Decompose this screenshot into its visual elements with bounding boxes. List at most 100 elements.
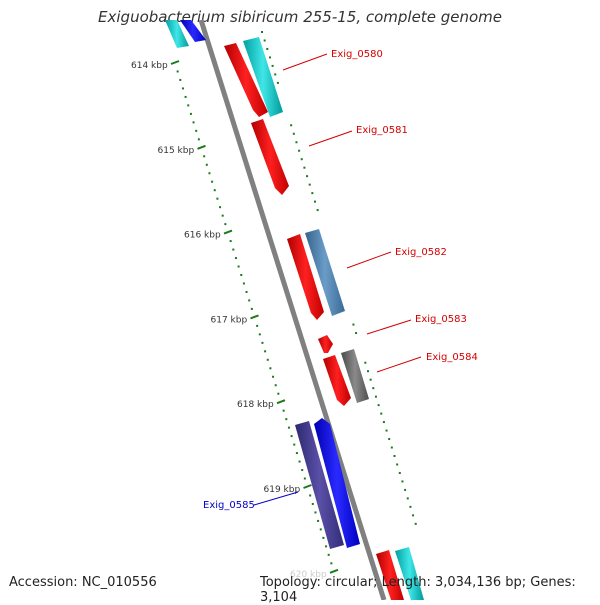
tick-mark-minor: [309, 494, 312, 497]
tick-label: 619 kbp: [264, 485, 301, 495]
tick-mark-minor: [211, 180, 214, 183]
tick-mark-minor: [316, 209, 319, 212]
tick-mark-minor: [398, 471, 401, 474]
gene-label-exig-0582[interactable]: Exig_0582: [395, 247, 447, 258]
tick-mark-minor: [240, 274, 243, 276]
tick-mark-minor: [261, 341, 264, 344]
tick-mark-major: [329, 568, 339, 574]
tick-mark-minor: [382, 421, 385, 424]
tick-mark-minor: [276, 81, 279, 84]
tick-mark-minor: [263, 39, 266, 42]
tick-mark-minor: [232, 248, 235, 251]
tick-mark-minor: [266, 47, 269, 50]
gene-bottom-red: [376, 550, 404, 600]
tick-mark-minor: [388, 438, 391, 441]
tick-mark-minor: [245, 290, 248, 293]
gene-exig-0584-gray: [341, 349, 369, 403]
tick-mark-minor: [287, 426, 290, 429]
tick-mark-minor: [311, 192, 314, 195]
tick-mark-minor: [219, 206, 222, 209]
tick-mark-minor: [319, 528, 322, 531]
tick-mark-minor: [355, 332, 358, 335]
tick-mark-minor: [266, 358, 269, 361]
gene-bottom-cyan: [395, 547, 424, 600]
tick-mark-minor: [274, 73, 277, 76]
tick-mark-minor: [409, 505, 412, 508]
tick-label: 620 kbp: [290, 570, 327, 580]
tick-mark-major: [250, 314, 259, 320]
tick-mark-minor: [303, 477, 306, 480]
tick-mark-minor: [374, 395, 377, 398]
genome-backbone: [198, 19, 387, 600]
tick-mark-minor: [404, 488, 407, 491]
tick-mark-minor: [189, 112, 192, 115]
gene-label-exig-0583[interactable]: Exig_0583: [415, 314, 467, 325]
tick-mark-minor: [298, 460, 301, 463]
tick-mark-minor: [269, 367, 272, 370]
gene-top-cyan: [165, 20, 189, 48]
tick-mark-minor: [396, 463, 399, 466]
tick-mark-minor: [258, 333, 261, 336]
tick-mark-minor: [377, 404, 380, 407]
tick-mark-minor: [306, 175, 309, 178]
tick-mark-minor: [414, 522, 417, 525]
tick-mark-minor: [311, 502, 314, 505]
tick-mark-minor: [393, 455, 396, 457]
tick-mark-minor: [292, 132, 295, 135]
tick-mark-minor: [271, 64, 274, 67]
tick-mark-minor: [290, 435, 293, 438]
tick-mark-minor: [295, 452, 298, 455]
tick-mark-minor: [264, 350, 267, 353]
gene-exig-0585-blue: [314, 418, 360, 548]
tick-mark-minor: [367, 370, 369, 373]
tick-mark-minor: [224, 223, 227, 226]
tick-mark-major: [170, 60, 180, 65]
tick-mark-minor: [203, 155, 206, 158]
tick-mark-minor: [293, 443, 296, 446]
tick-mark-minor: [216, 197, 219, 200]
tick-label: 618 kbp: [237, 400, 274, 410]
tick-label: 617 kbp: [211, 315, 248, 325]
tick-mark-minor: [250, 307, 253, 310]
coordinate-ticks: 614 kbp 615 kbp 616 kbp 617 kbp 618 kbp 619 k…: [131, 31, 417, 580]
tick-mark-minor: [197, 138, 200, 141]
tick-mark-minor: [179, 78, 182, 81]
tick-mark-minor: [406, 497, 409, 500]
gene-label-exig-0581[interactable]: Exig_0581: [356, 125, 408, 136]
gene-exig-0582-red: [287, 234, 324, 320]
gene-exig-0582-steel: [305, 229, 345, 316]
gene-label-leaders: [253, 53, 422, 506]
tick-mark-minor: [234, 257, 237, 260]
tick-mark-minor: [221, 214, 224, 217]
tick-mark-minor: [352, 323, 355, 326]
tick-mark-minor: [314, 200, 316, 203]
gene-exig-0580-cyan: [243, 37, 283, 117]
tick-mark-minor: [322, 536, 325, 539]
gene-top-blue: [180, 20, 206, 42]
gene-label-exig-0584[interactable]: Exig_0584: [426, 352, 478, 363]
tick-mark-minor: [176, 70, 179, 73]
tick-mark-minor: [282, 409, 285, 412]
tick-mark-minor: [285, 418, 288, 421]
tick-mark-minor: [192, 121, 195, 124]
tick-mark-minor: [303, 166, 306, 169]
tick-mark-minor: [385, 429, 388, 432]
tick-mark-major: [303, 484, 312, 489]
tick-mark-minor: [330, 562, 333, 565]
tick-mark-minor: [261, 31, 263, 33]
tick-mark-minor: [369, 378, 372, 381]
tick-mark-major: [276, 399, 286, 405]
tick-mark-minor: [298, 149, 301, 152]
gene-label-exig-0585[interactable]: Exig_0585: [203, 500, 255, 511]
gene-label-exig-0580[interactable]: Exig_0580: [331, 49, 383, 60]
gene-exig-0585-slate: [295, 421, 344, 549]
tick-mark-minor: [195, 129, 198, 132]
tick-mark-minor: [237, 265, 240, 268]
tick-mark-minor: [372, 387, 375, 390]
tick-mark-minor: [364, 361, 367, 364]
genome-summary-text: Topology: circular; Length: 3,034,136 bp…: [260, 575, 576, 605]
tick-mark-major: [197, 144, 206, 150]
tick-mark-minor: [314, 511, 317, 514]
tick-mark-minor: [272, 375, 275, 378]
